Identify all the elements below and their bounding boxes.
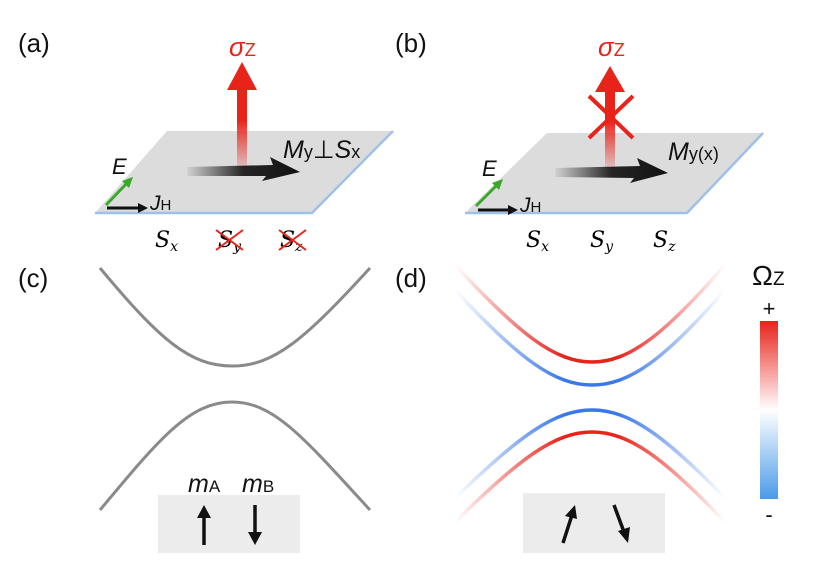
- hall-current-arrow-head: [508, 205, 518, 215]
- hall-current-arrow-head: [138, 203, 148, 213]
- spin-labels-a: Sx Sy Sz: [155, 228, 307, 255]
- moment-down-arrow-head: [248, 532, 262, 545]
- moment-box: [523, 493, 665, 553]
- panel-d: (d): [395, 263, 727, 553]
- moment-canted-down-arrow: [612, 504, 626, 533]
- panel-a: (a) σZ My⊥Sx E JH Sx Sy Sz: [18, 28, 394, 255]
- panel-c: (c) mA mB: [18, 263, 372, 553]
- colorbar-title: ΩZ: [752, 260, 785, 291]
- spin-label-z: Sz: [653, 228, 676, 255]
- magnetization-arrow: [187, 157, 300, 181]
- spin-label-y: Sy: [590, 228, 614, 255]
- panel-label-b: (b): [395, 28, 427, 58]
- colorbar-max-label: +: [763, 296, 776, 321]
- hall-current-label: JH: [149, 192, 171, 215]
- moment-a-label: mA: [188, 470, 221, 498]
- lower-band-blue: [453, 408, 727, 500]
- e-field-arrow-head: [122, 177, 133, 188]
- moment-canted-up-arrow: [561, 514, 574, 544]
- e-field-label: E: [482, 156, 497, 181]
- e-field-label: E: [112, 154, 127, 179]
- spin-labels-b: Sx Sy Sz: [526, 228, 676, 255]
- sigma-arrow-head: [227, 62, 257, 90]
- moment-up-arrow-head: [197, 505, 211, 518]
- moment-canted-down-arrow-head: [618, 527, 630, 543]
- colorbar: ΩZ + -: [752, 260, 785, 527]
- colorbar-min-label: -: [765, 502, 772, 527]
- spin-label-x: Sx: [155, 228, 178, 255]
- lower-band: [98, 400, 372, 512]
- magnetization-label: My(x): [668, 138, 719, 166]
- panel-b: (b) σZ My(x) E JH Sx Sy Sz: [395, 28, 764, 255]
- hall-current-label: JH: [519, 194, 541, 217]
- cross-icon: [587, 94, 635, 140]
- cross-icon: [278, 229, 307, 251]
- moment-box: [158, 495, 300, 553]
- panel-label-c: (c): [18, 263, 48, 293]
- spin-label-x: Sx: [526, 228, 549, 255]
- moment-b-label: mB: [242, 470, 274, 498]
- e-field-arrow: [104, 180, 130, 207]
- e-field-arrow-head: [492, 179, 503, 190]
- sigma-arrow-head: [595, 66, 625, 92]
- colorbar-gradient: [760, 321, 778, 499]
- sigma-arrow-shaft: [605, 90, 615, 168]
- sigma-label: σZ: [598, 32, 625, 62]
- upper-band-blue: [453, 288, 727, 387]
- e-field-arrow: [474, 182, 500, 208]
- plane-edge: [465, 132, 764, 215]
- upper-band: [98, 266, 372, 368]
- magnetization-arrow: [555, 158, 668, 183]
- moment-canted-up-arrow-head: [565, 505, 577, 519]
- sigma-label: σZ: [229, 32, 256, 62]
- upper-band-red: [453, 263, 727, 364]
- panel-label-a: (a): [18, 28, 50, 58]
- plane-edge: [95, 130, 394, 215]
- magnetization-label: My⊥Sx: [283, 136, 360, 164]
- sigma-arrow-shaft: [237, 88, 247, 168]
- panel-label-d: (d): [395, 263, 427, 293]
- cross-icon: [215, 229, 244, 251]
- lower-band-red: [453, 430, 727, 524]
